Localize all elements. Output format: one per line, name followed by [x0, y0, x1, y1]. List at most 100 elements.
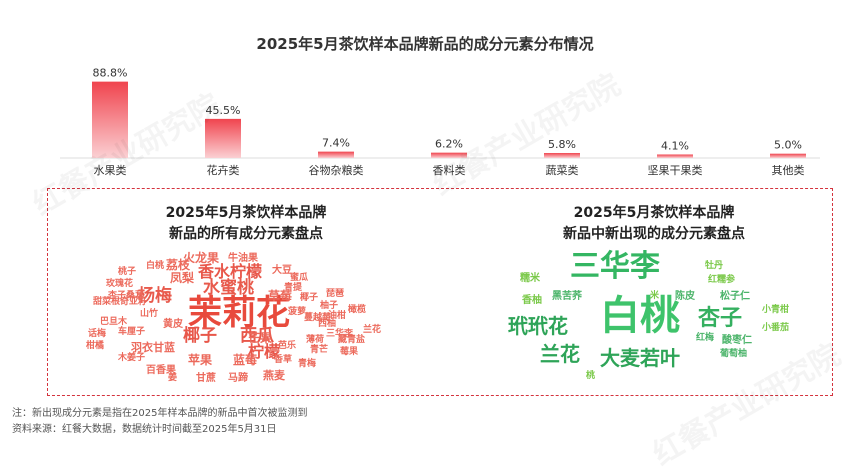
cloud-word: 香水柠檬: [198, 262, 263, 281]
cloud-word: 白桃: [146, 261, 165, 271]
cloud-word: 藏青盐: [338, 335, 366, 345]
cloud-word: 木姜子: [118, 353, 146, 363]
cloud-word: 黄皮: [163, 319, 183, 330]
bar: [205, 118, 241, 158]
cloud-word: 山竹: [140, 309, 159, 319]
bar-value-label: 45.5%: [206, 104, 241, 117]
cloud-word: 兰花: [540, 342, 580, 366]
cloud-word: 西瓜: [240, 326, 274, 346]
cloud-word: 甜菜根: [93, 297, 121, 307]
cloud-word: 椰子: [183, 326, 217, 346]
cloud-word: 杨梅: [138, 286, 172, 306]
cloud-word: 菠萝: [288, 307, 307, 317]
cloud-word: 西柚: [318, 319, 337, 329]
cloud-word: 奇亚籽: [120, 297, 148, 307]
cloud-word: 松子仁: [720, 291, 750, 302]
left-cloud-title: 2025年5月茶饮样本品牌 新品的所有成分元素盘点: [86, 203, 406, 245]
bar-value-label: 4.1%: [661, 139, 689, 152]
bar-value-label: 88.8%: [93, 67, 128, 80]
bar: [92, 81, 128, 158]
cloud-word: 红糯参: [708, 275, 736, 285]
cloud-word: 椰子: [300, 293, 319, 303]
cloud-word: 蔓越莓: [304, 313, 332, 323]
category-label: 水果类: [94, 163, 127, 177]
cloud-word: 红梅: [696, 333, 715, 343]
cloud-word: 车厘子: [118, 327, 146, 337]
cloud-word: 茉莉花: [188, 293, 290, 333]
cloud-word: 青梅: [298, 359, 317, 369]
right-cloud-title-line1: 2025年5月茶饮样本品牌: [573, 205, 735, 221]
cloud-word: 陈皮: [675, 291, 695, 302]
cloud-word: 大麦若叶: [600, 346, 680, 370]
cloud-word: 酸枣仁: [722, 335, 752, 346]
cloud-word: 大豆: [272, 265, 292, 276]
chart-page: 2025年5月茶饮样本品牌新品的成分元素分布情况 88.8% 水果类 45.5% 花卉…: [12, 35, 846, 473]
cloud-word: 姜: [168, 373, 178, 383]
cloud-word: 黑苦荞: [552, 291, 582, 302]
bar: [770, 153, 806, 158]
cloud-word: 兰花: [363, 325, 382, 335]
cloud-word: 巴旦木: [100, 317, 128, 327]
cloud-word: 芒果: [248, 331, 273, 345]
cloud-word: 凤梨: [170, 271, 195, 285]
cloud-word: 桃: [586, 371, 596, 381]
cloud-word: 米: [650, 291, 660, 301]
cloud-word: 小青柑: [762, 305, 790, 315]
cloud-word: 甘蔗: [196, 373, 216, 384]
cloud-word: 香柚: [522, 295, 542, 306]
chart-title: 2025年5月茶饮样本品牌新品的成分元素分布情况: [256, 35, 594, 53]
cloud-word: 百香果: [146, 365, 176, 376]
cloud-word: 火龙果: [183, 251, 220, 265]
cloud-word: 薄荷: [306, 335, 325, 345]
bar: [657, 154, 693, 158]
cloud-word: 三华李: [326, 329, 354, 339]
bar-value-label: 7.4%: [322, 137, 350, 150]
cloud-word: 香草: [274, 355, 293, 365]
cloud-word: 燕麦: [263, 369, 285, 382]
category-label: 坚果干果类: [648, 163, 703, 177]
cloud-word: 玫瑰花: [106, 279, 134, 289]
cloud-word: 玳玳花: [508, 314, 568, 338]
cloud-word: 马蹄: [228, 373, 248, 384]
cloud-word: 杏子桑葚: [108, 291, 145, 301]
cloud-word: 牡丹: [705, 261, 724, 271]
category-label: 其他类: [772, 163, 805, 177]
bar: [431, 152, 467, 158]
cloud-word: 蓝莓: [233, 353, 258, 367]
cloud-word: 油柑: [328, 311, 347, 321]
bar-value-label: 5.8%: [548, 138, 576, 151]
cloud-word: 桃子: [118, 267, 137, 277]
footnote: 注：新出现成分元素是指在2025年样本品牌的新品中首次被监测到: [12, 408, 308, 419]
category-label: 蔬菜类: [546, 163, 579, 177]
cloud-word: 糯米: [520, 273, 540, 284]
bar: [318, 151, 354, 158]
right-cloud-title: 2025年5月茶饮样本品牌 新品中新出现的成分元素盘点: [494, 203, 814, 245]
data-source: 资料来源：红餐大数据，数据统计时间截至2025年5月31日: [12, 424, 277, 435]
cloud-word: 羽衣甘蓝: [131, 341, 175, 354]
wordcloud-panel: [47, 188, 833, 396]
left-word-cloud: 茉莉花 杨梅 水蜜桃 香水柠檬 椰子 西瓜 柠檬 火龙果 荔枝 凤梨 牛油果 大豆 蜜瓜 桃子 白桃 玫瑰花青…: [78, 250, 418, 392]
cloud-word: 莓果: [340, 347, 359, 357]
bar: [544, 153, 580, 158]
left-cloud-title-line2: 新品的所有成分元素盘点: [169, 226, 323, 242]
cloud-word: 琵琶: [326, 289, 345, 299]
cloud-word: 荔枝: [166, 258, 191, 272]
bar-value-label: 5.0%: [774, 139, 802, 152]
category-label: 谷物杂粮类: [309, 163, 364, 177]
cloud-word: 青提: [284, 283, 303, 293]
cloud-word: 杏子: [698, 306, 743, 331]
cloud-word: 柑橘: [86, 341, 105, 351]
cloud-word: 草莓: [268, 289, 293, 303]
right-cloud-title-line2: 新品中新出现的成分元素盘点: [563, 226, 745, 242]
cloud-word: 苹果: [188, 353, 213, 367]
cloud-word: 葡萄柚: [720, 349, 748, 359]
cloud-word: 话梅: [88, 329, 107, 339]
right-word-cloud: 白桃 三华李 玳玳花 杏子 兰花 大麦若叶 糯米 黑苦荞 香柚 米 牡丹 红糯参 陈皮 松子仁 小青柑 小番茄…: [500, 250, 800, 392]
cloud-word: 橄榄: [348, 305, 367, 315]
cloud-word: 三华李: [570, 249, 660, 284]
cloud-word: 芭乐: [278, 341, 297, 351]
cloud-word: 青芒: [310, 345, 329, 355]
category-label: 香料类: [433, 163, 466, 177]
cloud-word: 蜜瓜: [290, 273, 309, 283]
bar-value-label: 6.2%: [435, 138, 463, 151]
